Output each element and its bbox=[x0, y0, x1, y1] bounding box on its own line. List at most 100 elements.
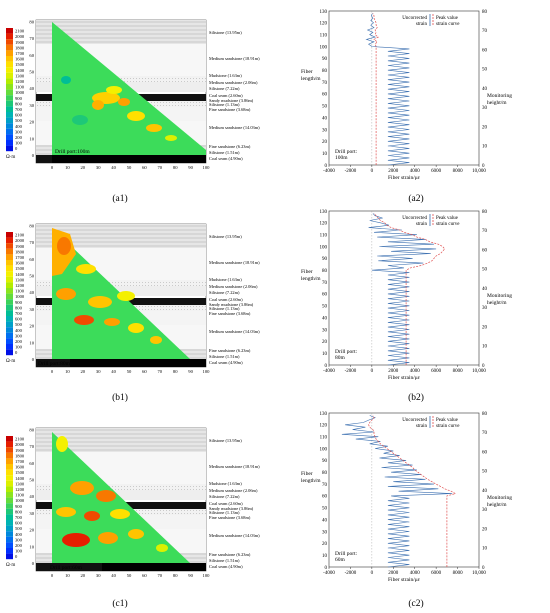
stratum-label: Fine sandstone (3.68m) bbox=[209, 515, 251, 520]
left-tick-label: 60 bbox=[322, 495, 328, 500]
x-tick-label: 4000 bbox=[410, 169, 421, 174]
x-tick-label: 6000 bbox=[431, 169, 442, 174]
left-tick-label: 30 bbox=[322, 128, 328, 133]
series-peak-strain bbox=[373, 213, 446, 365]
colorbar-swatch bbox=[6, 117, 13, 124]
colorbar-tick: 2100 bbox=[15, 437, 25, 442]
panel-b1: 2100200019001800170016001500140013001200… bbox=[6, 223, 260, 403]
section-x-tick: 0 bbox=[51, 369, 54, 374]
left-tick-label: 120 bbox=[320, 222, 328, 227]
section-x-tick: 100 bbox=[203, 165, 211, 170]
left-tick-label: 130 bbox=[320, 210, 328, 215]
right-tick-label: 80 bbox=[482, 210, 488, 215]
drill-port-note: 80m bbox=[335, 355, 346, 361]
colorbar: 2100200019001800170016001500140013001200… bbox=[6, 28, 25, 160]
left-tick-label: 30 bbox=[322, 328, 328, 333]
colorbar-tick: 1600 bbox=[15, 261, 25, 266]
colorbar-swatch bbox=[6, 299, 13, 305]
colorbar-swatch bbox=[6, 316, 13, 322]
stratum-label: Medium sandstone (18.91m) bbox=[209, 56, 260, 61]
section-x-tick: 10 bbox=[65, 165, 70, 170]
legend-peak: Peak value bbox=[436, 16, 459, 21]
x-tick-label: 10,000 bbox=[472, 369, 486, 374]
x-tick-label: -4000 bbox=[323, 169, 335, 174]
colorbar-tick: 800 bbox=[15, 101, 23, 106]
left-tick-label: 10 bbox=[322, 152, 328, 157]
stratum-label: Siltstone (1.13m) bbox=[209, 306, 240, 311]
left-tick-label: 110 bbox=[320, 435, 328, 440]
panel-label-c1: (c1) bbox=[112, 598, 127, 609]
colorbar-tick: 1200 bbox=[15, 79, 25, 84]
x-tick-label: 6000 bbox=[431, 571, 442, 576]
section-x-tick: 30 bbox=[96, 165, 101, 170]
section-y-tick: 80 bbox=[29, 427, 34, 432]
left-tick-label: 20 bbox=[322, 140, 328, 145]
colorbar-unit: Ω·m bbox=[6, 155, 15, 160]
colorbar-tick: 2100 bbox=[15, 233, 25, 238]
legend-uncorrected: strain bbox=[416, 22, 428, 27]
series-uncorrected-strain bbox=[365, 13, 410, 166]
colorbar-tick: 400 bbox=[15, 124, 23, 129]
series-peak-strain bbox=[372, 13, 379, 165]
colorbar-tick: 1100 bbox=[15, 289, 25, 294]
left-tick-label: 50 bbox=[322, 507, 328, 512]
left-tick-label: 120 bbox=[320, 22, 328, 27]
colorbar-tick: 300 bbox=[15, 333, 23, 338]
stratum-label: Fine sandstone (6.23m) bbox=[209, 144, 251, 149]
section-x-tick: 10 bbox=[65, 573, 70, 578]
left-tick-label: 90 bbox=[322, 459, 328, 464]
stratum-label: Siltstone (1.51m) bbox=[209, 354, 240, 359]
colorbar-swatch bbox=[6, 492, 13, 498]
colorbar-swatch bbox=[6, 128, 13, 135]
series-uncorrected-strain bbox=[368, 213, 437, 366]
left-tick-label: 60 bbox=[322, 293, 328, 298]
colorbar-tick: 200 bbox=[15, 339, 23, 344]
legend-peak: Peak value bbox=[436, 216, 459, 221]
left-tick-label: 0 bbox=[325, 364, 328, 369]
right-axis-label: height/m bbox=[487, 100, 507, 106]
colorbar-tick: 300 bbox=[15, 537, 23, 542]
right-tick-label: 10 bbox=[482, 547, 488, 552]
colorbar-tick: 200 bbox=[15, 135, 23, 140]
drill-port-bar bbox=[70, 359, 206, 367]
stratum-label: Coal seam (4.90m) bbox=[209, 360, 243, 365]
drill-port-note: 60m bbox=[335, 557, 346, 563]
colorbar-swatch bbox=[6, 436, 13, 442]
section-x-tick: 20 bbox=[81, 573, 86, 578]
section-x-tick: 60 bbox=[142, 369, 147, 374]
left-tick-label: 80 bbox=[322, 471, 328, 476]
section-y-tick: 10 bbox=[29, 340, 34, 345]
colorbar-tick: 100 bbox=[15, 345, 23, 350]
stratum-label: Fine sandstone (3.68m) bbox=[209, 107, 251, 112]
colorbar-swatch bbox=[6, 28, 13, 34]
x-tick-label: 2000 bbox=[388, 369, 399, 374]
colorbar-tick: 1100 bbox=[15, 493, 25, 498]
colorbar-swatch bbox=[6, 447, 13, 453]
left-tick-label: 50 bbox=[322, 305, 328, 310]
colorbar-tick: 2100 bbox=[15, 29, 25, 34]
colorbar-tick: 100 bbox=[15, 141, 23, 146]
right-tick-label: 70 bbox=[482, 29, 488, 34]
colorbar-swatch bbox=[6, 72, 13, 79]
colorbar-swatch bbox=[6, 33, 13, 40]
left-tick-label: 130 bbox=[320, 412, 328, 417]
x-tick-label: -4000 bbox=[323, 571, 335, 576]
section-y-tick: 50 bbox=[29, 70, 34, 75]
section-y-tick: 0 bbox=[32, 561, 35, 566]
left-tick-label: 110 bbox=[320, 233, 328, 238]
colorbar-tick: 1100 bbox=[15, 85, 25, 90]
left-tick-label: 80 bbox=[322, 269, 328, 274]
colorbar-swatch bbox=[6, 514, 13, 520]
colorbar-swatch bbox=[6, 44, 13, 51]
left-axis-label: length/m bbox=[301, 276, 321, 282]
x-tick-label: -4000 bbox=[323, 369, 335, 374]
colorbar-swatch bbox=[6, 542, 13, 548]
colorbar-tick: 1200 bbox=[15, 487, 25, 492]
plot-frame bbox=[328, 10, 480, 166]
colorbar-swatch bbox=[6, 89, 13, 96]
colorbar-swatch bbox=[6, 248, 13, 255]
right-axis-label: height/m bbox=[487, 300, 507, 306]
